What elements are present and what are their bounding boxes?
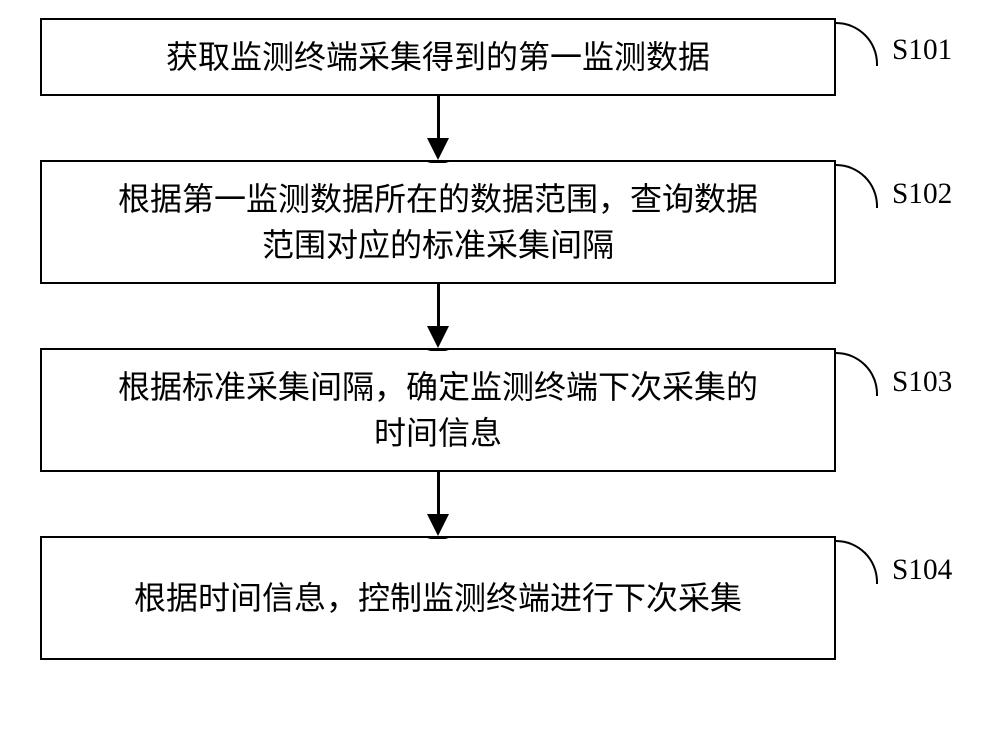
arrow-line-s101-s102 [437, 96, 440, 138]
step-label-s103: S103 [892, 366, 952, 399]
flow-node-s101: 获取监测终端采集得到的第一监测数据 [40, 18, 836, 96]
flow-node-s103: 根据标准采集间隔，确定监测终端下次采集的 时间信息 [40, 348, 836, 472]
arrow-head-s102-s103 [427, 326, 449, 351]
step-label-s104: S104 [892, 554, 952, 587]
flowchart-canvas: 获取监测终端采集得到的第一监测数据 S101 根据第一监测数据所在的数据范围，查询数… [0, 0, 1000, 748]
arrow-line-s103-s104 [437, 472, 440, 514]
flow-node-s102: 根据第一监测数据所在的数据范围，查询数据 范围对应的标准采集间隔 [40, 160, 836, 284]
step-label-s102: S102 [892, 178, 952, 211]
label-connector-s104 [836, 540, 878, 584]
label-connector-s102 [836, 164, 878, 208]
step-label-s101: S101 [892, 34, 952, 67]
arrow-line-s102-s103 [437, 284, 440, 326]
arrow-head-s101-s102 [427, 138, 449, 163]
arrow-head-s103-s104 [427, 514, 449, 539]
label-connector-s101 [836, 22, 878, 66]
label-connector-s103 [836, 352, 878, 396]
flow-node-s104: 根据时间信息，控制监测终端进行下次采集 [40, 536, 836, 660]
